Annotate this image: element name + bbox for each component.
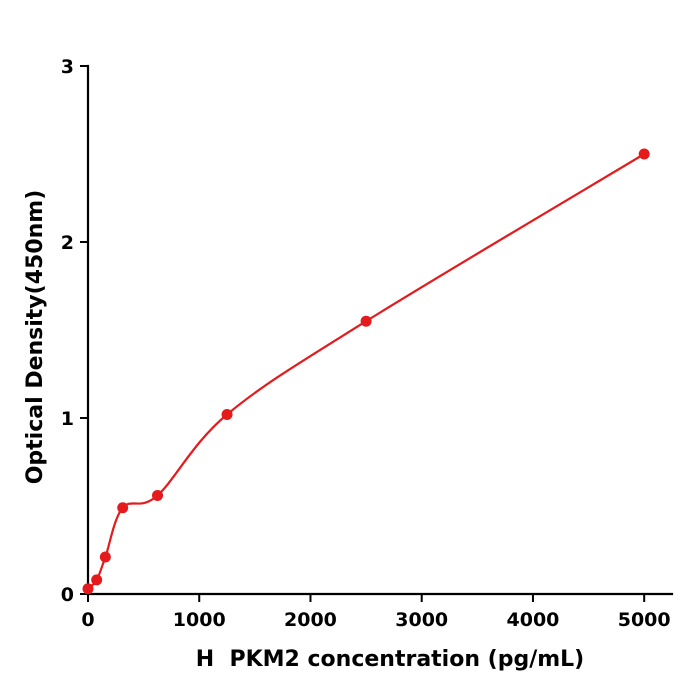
y-tick-label: 2 [61, 232, 74, 254]
y-axis-title: Optical Density(450nm) [23, 190, 48, 485]
x-tick-label: 1000 [173, 609, 226, 631]
data-point [221, 408, 233, 420]
x-tick-label: 2000 [284, 609, 337, 631]
data-point [360, 315, 372, 327]
x-tick-label: 0 [81, 609, 94, 631]
data-point [117, 502, 129, 514]
y-tick-label: 3 [61, 56, 74, 78]
data-point [638, 148, 650, 160]
x-tick-label: 3000 [395, 609, 448, 631]
y-tick-label: 0 [61, 584, 74, 606]
x-axis-title: H PKM2 concentration (pg/mL) [196, 647, 585, 672]
data-point [82, 583, 94, 595]
y-tick-label: 1 [61, 408, 74, 430]
x-tick-label: 4000 [507, 609, 560, 631]
axes-ticks [80, 65, 646, 602]
axes-tick-labels: 0 1000 2000 3000 4000 5000 0 1 2 3 [61, 56, 671, 631]
data-point [99, 551, 111, 563]
fit-curve-path [87, 153, 645, 590]
axes-spines [86, 64, 674, 596]
fit-curve [87, 153, 645, 590]
data-point [152, 489, 164, 501]
x-tick-label: 5000 [618, 609, 671, 631]
data-point [91, 574, 103, 586]
data-points [82, 148, 650, 595]
